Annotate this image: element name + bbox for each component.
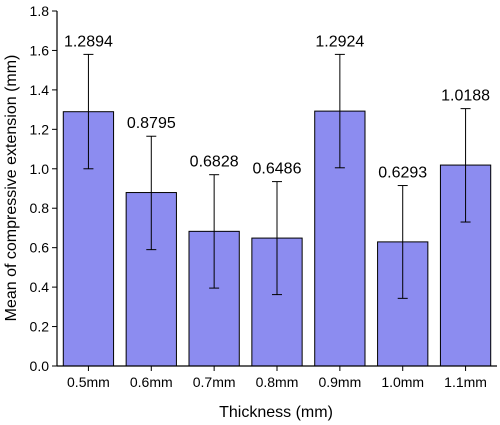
x-tick-label-0.5mm: 0.5mm — [67, 374, 110, 390]
y-tick-label-0.2: 0.2 — [30, 319, 50, 335]
value-label-1.0mm: 0.6293 — [378, 165, 427, 182]
y-tick-label-0.0: 0.0 — [30, 358, 50, 374]
y-tick-label-0.8: 0.8 — [30, 200, 50, 216]
value-label-0.9mm: 1.2924 — [315, 33, 364, 50]
y-tick-label-1.8: 1.8 — [30, 3, 50, 19]
y-tick-label-1.4: 1.4 — [30, 82, 50, 98]
y-tick-label-0.6: 0.6 — [30, 240, 50, 256]
value-label-0.7mm: 0.6828 — [190, 154, 239, 171]
value-label-0.5mm: 1.2894 — [64, 33, 113, 50]
x-tick-label-1.1mm: 1.1mm — [444, 374, 487, 390]
error-bars-group — [83, 53, 471, 299]
x-tick-label-0.8mm: 0.8mm — [256, 374, 299, 390]
x-tick-label-0.9mm: 0.9mm — [318, 374, 361, 390]
y-axis-title: Mean of compressive extension (mm) — [3, 55, 20, 322]
y-ticks-group: 0.0 0.2 0.4 0.6 0.8 1.0 1.2 1.4 1.6 1.8 — [30, 3, 57, 374]
x-axis-title: Thickness (mm) — [219, 404, 333, 421]
y-tick-label-1.6: 1.6 — [30, 42, 50, 58]
y-tick-label-0.4: 0.4 — [30, 279, 50, 295]
x-tick-label-1.0mm: 1.0mm — [381, 374, 424, 390]
x-tick-label-0.6mm: 0.6mm — [130, 374, 173, 390]
value-label-0.8mm: 0.6486 — [253, 161, 302, 178]
y-tick-label-1.0: 1.0 — [30, 161, 50, 177]
value-labels-group: 1.2894 0.8795 0.6828 0.6486 1.2924 0.6293 1.01… — [64, 33, 490, 181]
x-tick-label-0.7mm: 0.7mm — [193, 374, 236, 390]
value-label-1.1mm: 1.0188 — [441, 88, 490, 105]
x-ticks-group: 0.5mm 0.6mm 0.7mm 0.8mm 0.9mm 1.0mm 1.1mm — [67, 366, 487, 390]
y-tick-label-1.2: 1.2 — [30, 121, 50, 137]
value-label-0.6mm: 0.8795 — [127, 115, 176, 132]
